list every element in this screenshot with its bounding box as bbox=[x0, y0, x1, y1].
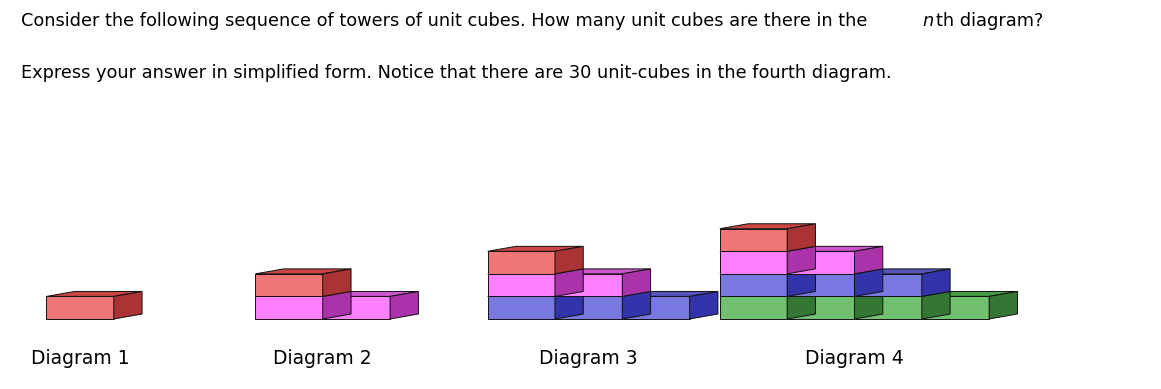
Polygon shape bbox=[488, 291, 583, 296]
Polygon shape bbox=[323, 291, 351, 319]
Polygon shape bbox=[922, 291, 950, 319]
Polygon shape bbox=[622, 291, 650, 319]
Polygon shape bbox=[690, 291, 717, 319]
Polygon shape bbox=[488, 246, 583, 251]
Polygon shape bbox=[787, 274, 854, 296]
Polygon shape bbox=[720, 229, 787, 251]
Polygon shape bbox=[720, 291, 815, 296]
Polygon shape bbox=[488, 296, 555, 319]
Polygon shape bbox=[922, 269, 950, 296]
Polygon shape bbox=[922, 296, 989, 319]
Polygon shape bbox=[255, 296, 323, 319]
Polygon shape bbox=[555, 296, 622, 319]
Text: Diagram 4: Diagram 4 bbox=[805, 349, 904, 368]
Polygon shape bbox=[555, 291, 583, 319]
Polygon shape bbox=[989, 291, 1017, 319]
Polygon shape bbox=[555, 291, 650, 296]
Polygon shape bbox=[787, 296, 854, 319]
Polygon shape bbox=[555, 274, 622, 296]
Polygon shape bbox=[555, 269, 583, 296]
Text: Diagram 1: Diagram 1 bbox=[31, 349, 129, 368]
Polygon shape bbox=[854, 291, 950, 296]
Polygon shape bbox=[720, 274, 787, 296]
Polygon shape bbox=[622, 296, 690, 319]
Polygon shape bbox=[390, 291, 418, 319]
Polygon shape bbox=[720, 246, 815, 251]
Polygon shape bbox=[787, 269, 882, 274]
Polygon shape bbox=[854, 246, 882, 274]
Polygon shape bbox=[787, 291, 882, 296]
Polygon shape bbox=[854, 291, 882, 319]
Text: Diagram 3: Diagram 3 bbox=[540, 349, 637, 368]
Polygon shape bbox=[787, 251, 854, 274]
Polygon shape bbox=[720, 224, 815, 229]
Polygon shape bbox=[854, 269, 950, 274]
Polygon shape bbox=[720, 269, 815, 274]
Polygon shape bbox=[488, 269, 583, 274]
Polygon shape bbox=[720, 251, 787, 274]
Polygon shape bbox=[854, 269, 882, 296]
Polygon shape bbox=[854, 296, 922, 319]
Polygon shape bbox=[787, 269, 815, 296]
Polygon shape bbox=[488, 251, 555, 274]
Text: Consider the following sequence of towers of unit cubes. How many unit cubes are: Consider the following sequence of tower… bbox=[21, 12, 873, 30]
Polygon shape bbox=[46, 296, 114, 319]
Polygon shape bbox=[323, 269, 351, 296]
Polygon shape bbox=[622, 291, 717, 296]
Text: Diagram 2: Diagram 2 bbox=[274, 349, 372, 368]
Polygon shape bbox=[323, 296, 390, 319]
Polygon shape bbox=[787, 246, 882, 251]
Polygon shape bbox=[114, 291, 142, 319]
Polygon shape bbox=[255, 269, 351, 274]
Polygon shape bbox=[787, 224, 815, 251]
Polygon shape bbox=[720, 296, 787, 319]
Polygon shape bbox=[488, 274, 555, 296]
Polygon shape bbox=[787, 291, 815, 319]
Text: Express your answer in simplified form. Notice that there are 30 unit-cubes in t: Express your answer in simplified form. … bbox=[21, 64, 892, 82]
Polygon shape bbox=[854, 274, 922, 296]
Polygon shape bbox=[555, 269, 650, 274]
Text: $n$: $n$ bbox=[922, 12, 935, 30]
Polygon shape bbox=[255, 291, 351, 296]
Polygon shape bbox=[787, 246, 815, 274]
Polygon shape bbox=[46, 291, 142, 296]
Polygon shape bbox=[255, 274, 323, 296]
Polygon shape bbox=[922, 291, 1017, 296]
Polygon shape bbox=[555, 246, 583, 274]
Text: th diagram?: th diagram? bbox=[936, 12, 1044, 30]
Polygon shape bbox=[622, 269, 650, 296]
Polygon shape bbox=[323, 291, 418, 296]
